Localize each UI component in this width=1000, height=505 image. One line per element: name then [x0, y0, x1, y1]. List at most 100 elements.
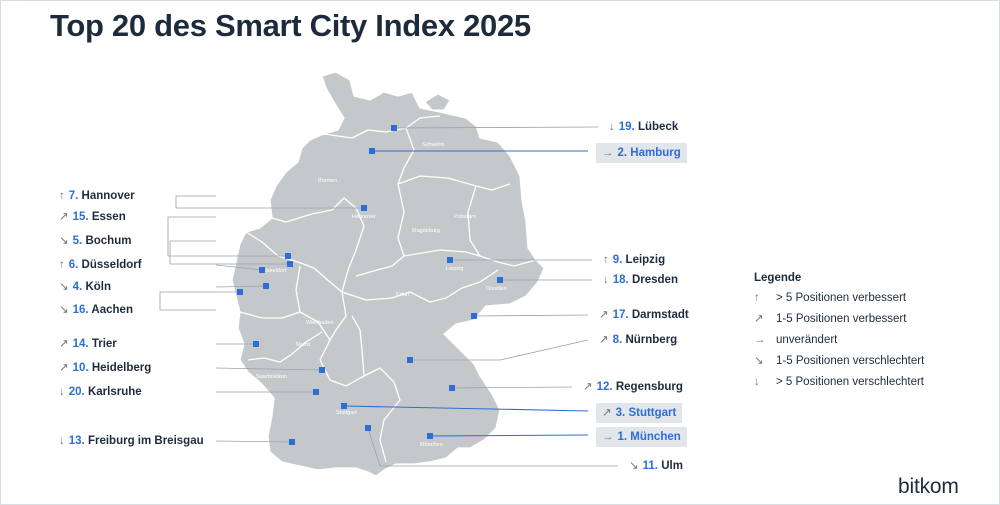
city-rank: 15.: [72, 211, 89, 223]
city-name: Karlsruhe: [87, 386, 142, 398]
legend-item: ↘ 1-5 Positionen verschlechtert: [754, 351, 924, 372]
city-marker: [407, 357, 413, 363]
map-place-name: Stuttgart: [336, 410, 357, 416]
city-name: Düsseldorf: [81, 259, 142, 271]
trend-arrow-icon: ↗: [602, 407, 612, 419]
arrow-down-icon: ↓: [754, 376, 760, 388]
city-name: Hamburg: [630, 147, 681, 159]
page-title: Top 20 des Smart City Index 2025: [50, 8, 531, 43]
city-label: → 2. Hamburg: [596, 143, 687, 163]
leader-line: [175, 195, 364, 209]
city-name: Regensburg: [615, 381, 683, 393]
city-rank: 3.: [615, 407, 626, 419]
city-label: ↓ 19. Lübeck: [606, 119, 681, 135]
map-place-name: Hannover: [352, 214, 376, 220]
city-rank: 9.: [612, 254, 623, 266]
city-marker: [285, 253, 291, 259]
trend-arrow-icon: ↘: [59, 304, 69, 316]
legend-item: ↗ 1-5 Positionen verbessert: [754, 309, 924, 330]
city-rank: 14.: [72, 338, 89, 350]
city-marker: [361, 205, 367, 211]
city-label: ↗ 12. Regensburg: [580, 379, 686, 395]
leader-line: [215, 285, 267, 288]
city-name: Köln: [85, 281, 111, 293]
trend-arrow-icon: ↓: [59, 386, 65, 398]
map-place-name: Erfurt: [396, 292, 410, 298]
city-label: ↑ 7. Hannover: [56, 188, 138, 204]
trend-arrow-icon: ↗: [59, 338, 69, 350]
map-place-name: Potsdam: [454, 214, 476, 220]
city-name: Ulm: [661, 460, 683, 472]
arrow-up-icon: ↑: [754, 292, 760, 304]
leader-line: [215, 264, 263, 271]
city-name: Hannover: [81, 190, 135, 202]
city-label: ↘ 16. Aachen: [56, 302, 136, 318]
leader-lines: [159, 126, 618, 467]
city-rank: 11.: [642, 460, 658, 472]
city-rank: 20.: [68, 386, 85, 398]
state-borders: [239, 115, 537, 463]
map-place-name: München: [420, 442, 443, 448]
trend-arrow-icon: ↓: [609, 121, 615, 133]
trend-arrow-icon: ↗: [59, 211, 69, 223]
city-rank: 16.: [72, 304, 89, 316]
arrow-right-icon: →: [754, 334, 766, 346]
map-place-names: Schwerin Bremen Hannover Magdeburg Potsd…: [256, 142, 507, 448]
trend-arrow-icon: →: [602, 147, 614, 159]
city-rank: 8.: [612, 334, 623, 346]
city-marker: [369, 148, 375, 154]
city-label: ↗ 14. Trier: [56, 336, 120, 352]
leader-line: [167, 216, 288, 257]
map-place-name: Saarbrücken: [256, 374, 287, 380]
city-markers: [237, 125, 503, 445]
germany-outline: [231, 71, 545, 477]
city-label: ↑ 9. Leipzig: [600, 252, 668, 268]
trend-arrow-icon: →: [602, 431, 614, 443]
trend-arrow-icon: ↘: [629, 460, 639, 472]
city-label: → 1. München: [596, 427, 687, 447]
city-label: ↘ 11. Ulm: [626, 458, 686, 474]
leader-line: [169, 240, 290, 265]
map-place-name: Wiesbaden: [306, 320, 334, 326]
legend-text: unverändert: [776, 334, 838, 346]
city-rank: 19.: [618, 121, 635, 133]
city-name: Lübeck: [637, 121, 679, 133]
leader-line: [215, 440, 293, 443]
leader-line: [343, 405, 589, 412]
city-label: ↘ 5. Bochum: [56, 233, 134, 249]
city-name: München: [630, 431, 681, 443]
leader-line: [159, 291, 240, 311]
city-marker: [391, 125, 397, 131]
map-place-name: Dresden: [486, 286, 507, 292]
city-marker: [313, 389, 319, 395]
map-place-name: Mainz: [296, 342, 311, 348]
city-marker: [263, 283, 269, 289]
legend-item: ↓ > 5 Positionen verschlechtert: [754, 372, 924, 393]
trend-arrow-icon: ↗: [59, 362, 69, 374]
city-marker: [449, 385, 455, 391]
map-place-name: Bremen: [318, 178, 337, 184]
leader-line: [393, 126, 599, 129]
city-marker: [497, 277, 503, 283]
city-label: ↓ 20. Karlsruhe: [56, 384, 145, 400]
city-rank: 13.: [68, 435, 85, 447]
city-marker: [447, 257, 453, 263]
city-label: ↗ 17. Darmstadt: [596, 307, 692, 323]
city-marker: [471, 313, 477, 319]
city-label: ↓ 18. Dresden: [600, 272, 681, 288]
legend: Legende ↑ > 5 Positionen verbessert ↗ 1-5 …: [754, 272, 924, 393]
city-name: Freiburg im Breisgau: [87, 435, 204, 447]
arrow-up-right-icon: ↗: [754, 313, 764, 325]
city-name: Aachen: [91, 304, 133, 316]
city-name: Darmstadt: [631, 309, 689, 321]
trend-arrow-icon: ↑: [59, 190, 65, 202]
city-label: ↗ 10. Heidelberg: [56, 360, 154, 376]
city-name: Bochum: [85, 235, 132, 247]
city-marker: [427, 433, 433, 439]
map-place-name: Magdeburg: [412, 228, 440, 234]
legend-text: 1-5 Positionen verbessert: [776, 313, 907, 325]
city-marker: [237, 289, 243, 295]
leader-line: [429, 434, 589, 437]
city-name: Essen: [91, 211, 126, 223]
leader-line: [215, 367, 323, 371]
